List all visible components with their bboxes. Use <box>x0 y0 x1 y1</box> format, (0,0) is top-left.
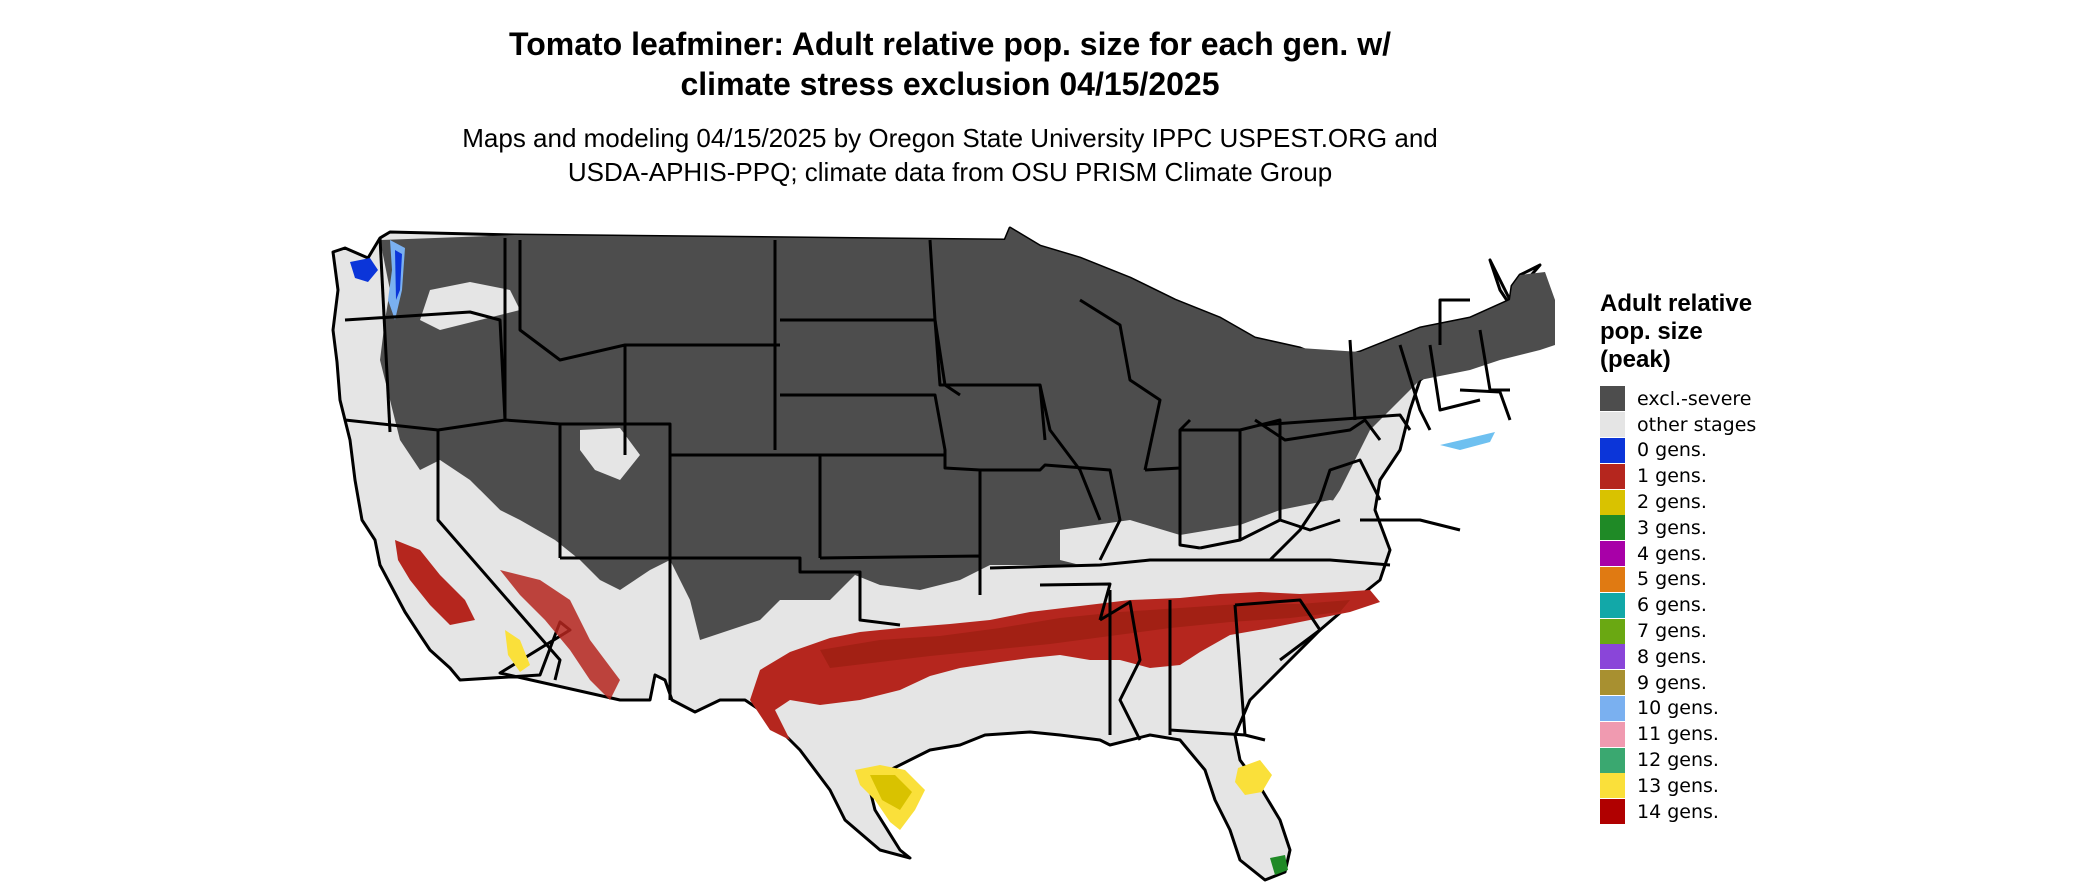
other-stages-patch <box>420 282 520 330</box>
legend-swatch <box>1600 773 1625 799</box>
legend-item: 13 gens. <box>1600 773 1820 799</box>
legend-swatch <box>1600 592 1625 618</box>
legend-item: 8 gens. <box>1600 644 1820 670</box>
legend-title: Adult relative pop. size (peak) <box>1600 290 1820 374</box>
legend-label: 14 gens. <box>1637 800 1719 823</box>
gens-0-washington <box>350 258 378 282</box>
legend-item: 3 gens. <box>1600 515 1820 541</box>
legend-items: excl.-severe other stages 0 gens. 1 gens. 2 … <box>1600 386 1820 825</box>
legend-label: 5 gens. <box>1637 568 1707 591</box>
gens-10-newengland <box>1440 432 1495 450</box>
legend-swatch <box>1600 721 1625 747</box>
legend-item: 7 gens. <box>1600 618 1820 644</box>
legend-label: 6 gens. <box>1637 594 1707 617</box>
legend-label: 8 gens. <box>1637 645 1707 668</box>
map-subtitle-line-2: USDA-APHIS-PPQ; climate data from OSU PR… <box>567 157 1333 187</box>
legend: Adult relative pop. size (peak) excl.-se… <box>1600 290 1820 825</box>
legend-title-line-3: (peak) <box>1600 346 1671 373</box>
legend-title-line-1: Adult relative <box>1600 290 1753 317</box>
map-title-line-1: Tomato leafminer: Adult relative pop. si… <box>509 26 1391 62</box>
legend-item: 9 gens. <box>1600 670 1820 696</box>
legend-label: 13 gens. <box>1637 774 1719 797</box>
legend-item: 12 gens. <box>1600 747 1820 773</box>
legend-item: 2 gens. <box>1600 489 1820 515</box>
legend-swatch <box>1600 747 1625 773</box>
legend-label: 7 gens. <box>1637 620 1707 643</box>
legend-swatch <box>1600 670 1625 696</box>
legend-swatch <box>1600 386 1625 412</box>
legend-swatch <box>1600 695 1625 721</box>
legend-swatch <box>1600 412 1625 438</box>
legend-swatch <box>1600 463 1625 489</box>
other-stages-patch <box>430 470 540 560</box>
legend-label: 12 gens. <box>1637 749 1719 772</box>
legend-item: excl.-severe <box>1600 386 1820 412</box>
legend-swatch <box>1600 644 1625 670</box>
legend-item: 4 gens. <box>1600 541 1820 567</box>
legend-label: other stages <box>1637 413 1757 436</box>
legend-item: 1 gens. <box>1600 463 1820 489</box>
legend-label: 11 gens. <box>1637 723 1719 746</box>
legend-label: 10 gens. <box>1637 697 1719 720</box>
legend-label: excl.-severe <box>1637 387 1752 410</box>
legend-label: 2 gens. <box>1637 491 1707 514</box>
legend-label: 1 gens. <box>1637 465 1707 488</box>
legend-swatch <box>1600 566 1625 592</box>
gens-1-california <box>395 540 475 625</box>
legend-swatch <box>1600 437 1625 463</box>
gens-3-florida-tip <box>1270 855 1288 875</box>
gens-1-band <box>750 590 1380 740</box>
gens-13-florida <box>1235 760 1272 795</box>
gens-1-arizona <box>500 570 620 700</box>
legend-title-line-2: pop. size <box>1600 318 1703 345</box>
map-subtitle-line-1: Maps and modeling 04/15/2025 by Oregon S… <box>462 123 1438 153</box>
legend-label: 3 gens. <box>1637 516 1707 539</box>
legend-label: 4 gens. <box>1637 542 1707 565</box>
legend-swatch <box>1600 515 1625 541</box>
gens-2-texas <box>870 775 912 810</box>
legend-swatch <box>1600 799 1625 825</box>
legend-item: 10 gens. <box>1600 695 1820 722</box>
legend-swatch <box>1600 618 1625 644</box>
legend-item: 5 gens. <box>1600 566 1820 593</box>
legend-swatch <box>1600 489 1625 515</box>
other-stages-patch <box>1060 500 1360 570</box>
map-title-line-2: climate stress exclusion 04/15/2025 <box>680 66 1220 102</box>
legend-item: other stages <box>1600 412 1820 438</box>
gens-0-washington-2 <box>395 250 402 300</box>
legend-item: 6 gens. <box>1600 592 1820 618</box>
gens-13-arizona <box>505 630 530 672</box>
legend-label: 0 gens. <box>1637 439 1707 462</box>
legend-item: 11 gens. <box>1600 721 1820 747</box>
legend-swatch <box>1600 541 1625 567</box>
state-borders <box>344 237 1512 742</box>
legend-label: 9 gens. <box>1637 671 1707 694</box>
gens-1-band-core <box>820 600 1350 668</box>
legend-item: 0 gens. <box>1600 437 1820 464</box>
legend-item: 14 gens. <box>1600 799 1820 825</box>
